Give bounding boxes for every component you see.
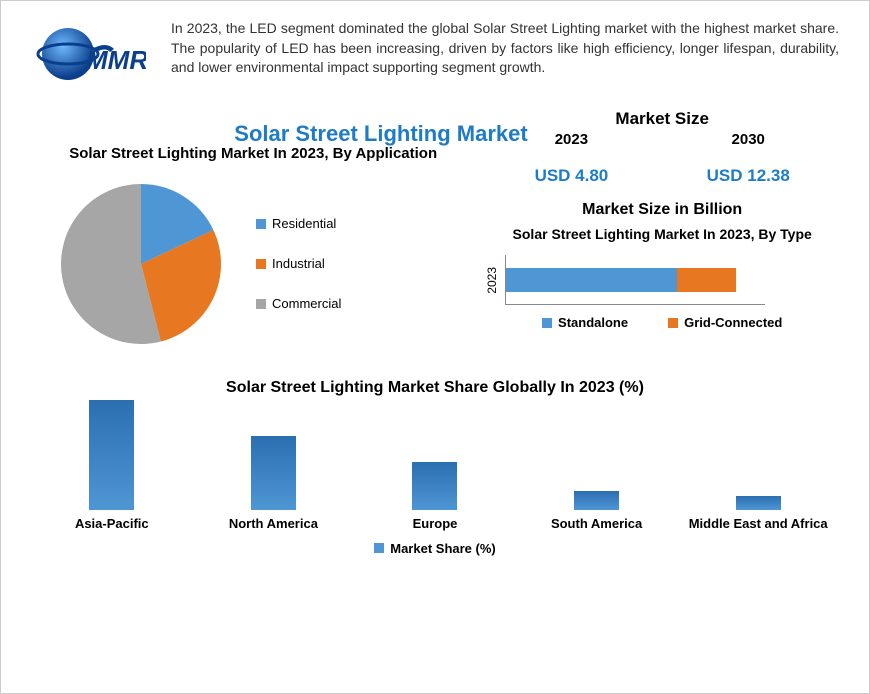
- type-bar-year-label: 2023: [485, 267, 499, 294]
- region-bar-wrap: Asia-Pacific: [31, 400, 193, 531]
- legend-swatch: [542, 318, 552, 328]
- svg-text:MMR: MMR: [86, 45, 146, 75]
- region-bar-wrap: North America: [193, 436, 355, 530]
- type-bar-legend: Standalone Grid-Connected: [485, 315, 839, 330]
- legend-swatch: [256, 219, 266, 229]
- type-bar-segment: [506, 268, 676, 292]
- type-bar-segment: [677, 268, 737, 292]
- region-bar: [89, 400, 134, 510]
- legend-label: Standalone: [558, 315, 628, 330]
- pie-chart-title: Solar Street Lighting Market In 2023, By…: [31, 144, 475, 164]
- region-bar: [574, 491, 619, 509]
- region-legend-swatch: [374, 543, 384, 553]
- legend-swatch: [256, 259, 266, 269]
- market-size-value-2: USD 12.38: [707, 166, 790, 186]
- region-bar-wrap: South America: [516, 491, 678, 530]
- region-label: Middle East and Africa: [689, 516, 828, 531]
- region-chart-title: Solar Street Lighting Market Share Globa…: [31, 379, 839, 397]
- type-bar-legend-item: Grid-Connected: [668, 315, 782, 330]
- legend-label: Commercial: [272, 296, 341, 311]
- pie-legend: Residential Industrial Commercial: [256, 216, 341, 311]
- legend-label: Grid-Connected: [684, 315, 782, 330]
- region-legend: Market Share (%): [31, 541, 839, 556]
- region-bar: [736, 496, 781, 509]
- region-bar-wrap: Europe: [354, 462, 516, 530]
- market-size-value-1: USD 4.80: [535, 166, 609, 186]
- region-label: Europe: [413, 516, 458, 531]
- type-bar-legend-item: Standalone: [542, 315, 628, 330]
- region-bar: [251, 436, 296, 509]
- pie-chart: [51, 174, 231, 354]
- legend-swatch: [256, 299, 266, 309]
- region-label: South America: [551, 516, 642, 531]
- legend-label: Residential: [272, 216, 336, 231]
- market-size-unit: Market Size in Billion: [485, 201, 839, 219]
- market-size-year-2: 2030: [707, 131, 790, 148]
- region-chart: Asia-Pacific North America Europe South Ame…: [31, 411, 839, 531]
- type-bar-title: Solar Street Lighting Market In 2023, By…: [485, 225, 839, 243]
- type-bar-chart: [505, 255, 765, 305]
- region-bar: [412, 462, 457, 509]
- intro-paragraph: In 2023, the LED segment dominated the g…: [171, 19, 839, 89]
- region-label: Asia-Pacific: [75, 516, 149, 531]
- legend-swatch: [668, 318, 678, 328]
- region-label: North America: [229, 516, 318, 531]
- legend-label: Industrial: [272, 256, 325, 271]
- region-bar-wrap: Middle East and Africa: [677, 496, 839, 530]
- brand-logo: MMR: [31, 19, 151, 89]
- region-legend-label: Market Share (%): [390, 541, 495, 556]
- pie-legend-item: Residential: [256, 216, 341, 231]
- pie-legend-item: Industrial: [256, 256, 341, 271]
- pie-legend-item: Commercial: [256, 296, 341, 311]
